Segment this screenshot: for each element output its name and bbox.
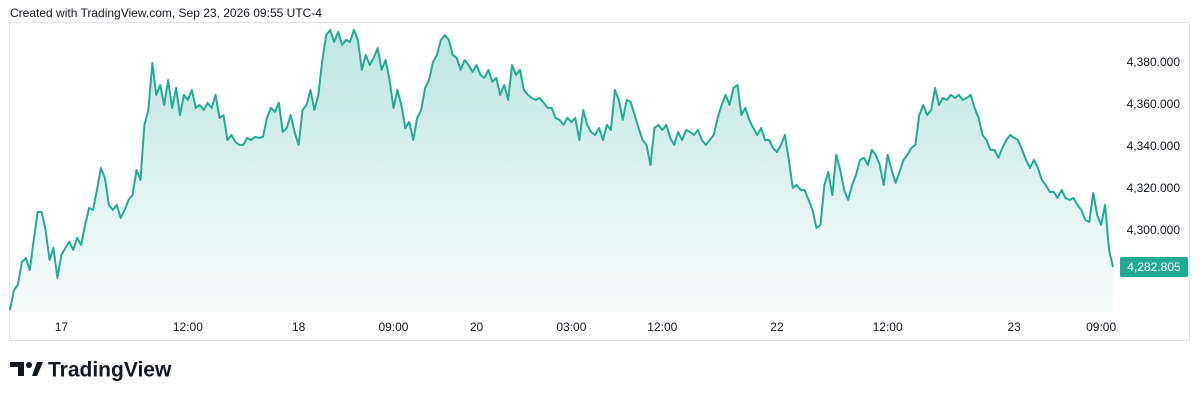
x-tick-label: 18 — [292, 320, 306, 334]
x-tick-label: 09:00 — [1086, 320, 1116, 334]
x-tick-label: 22 — [770, 320, 784, 334]
y-tick-label: 4,340.000 — [1127, 139, 1181, 153]
x-tick-label: 20 — [470, 320, 484, 334]
y-tick-label: 4,380.000 — [1127, 55, 1181, 69]
chart-frame — [9, 22, 1190, 341]
logo-icon — [10, 362, 43, 376]
x-tick-label: 12:00 — [647, 320, 677, 334]
y-tick-label: 4,300.000 — [1127, 223, 1181, 237]
x-tick-label: 12:00 — [173, 320, 203, 334]
x-tick-label: 12:00 — [873, 320, 903, 334]
x-tick-label: 23 — [1007, 320, 1021, 334]
price-label-box — [1120, 257, 1188, 278]
price-label-text: 4,282.805 — [1127, 260, 1181, 274]
area-fill — [10, 29, 1113, 312]
logo-text: TradingView — [48, 359, 172, 382]
plot-area: 4,300.000 4,320.000 4,340.000 4,360.000 4,38… — [9, 28, 1188, 334]
x-tick-label: 03:00 — [556, 320, 586, 334]
y-tick-label: 4,360.000 — [1127, 97, 1181, 111]
price-line — [9, 28, 1114, 311]
y-tick-label: 4,320.000 — [1127, 181, 1181, 195]
header-text: Created with TradingView.com, Sep 23, 20… — [10, 6, 322, 20]
x-tick-label: 17 — [55, 320, 69, 334]
x-tick-label: 09:00 — [378, 320, 408, 334]
